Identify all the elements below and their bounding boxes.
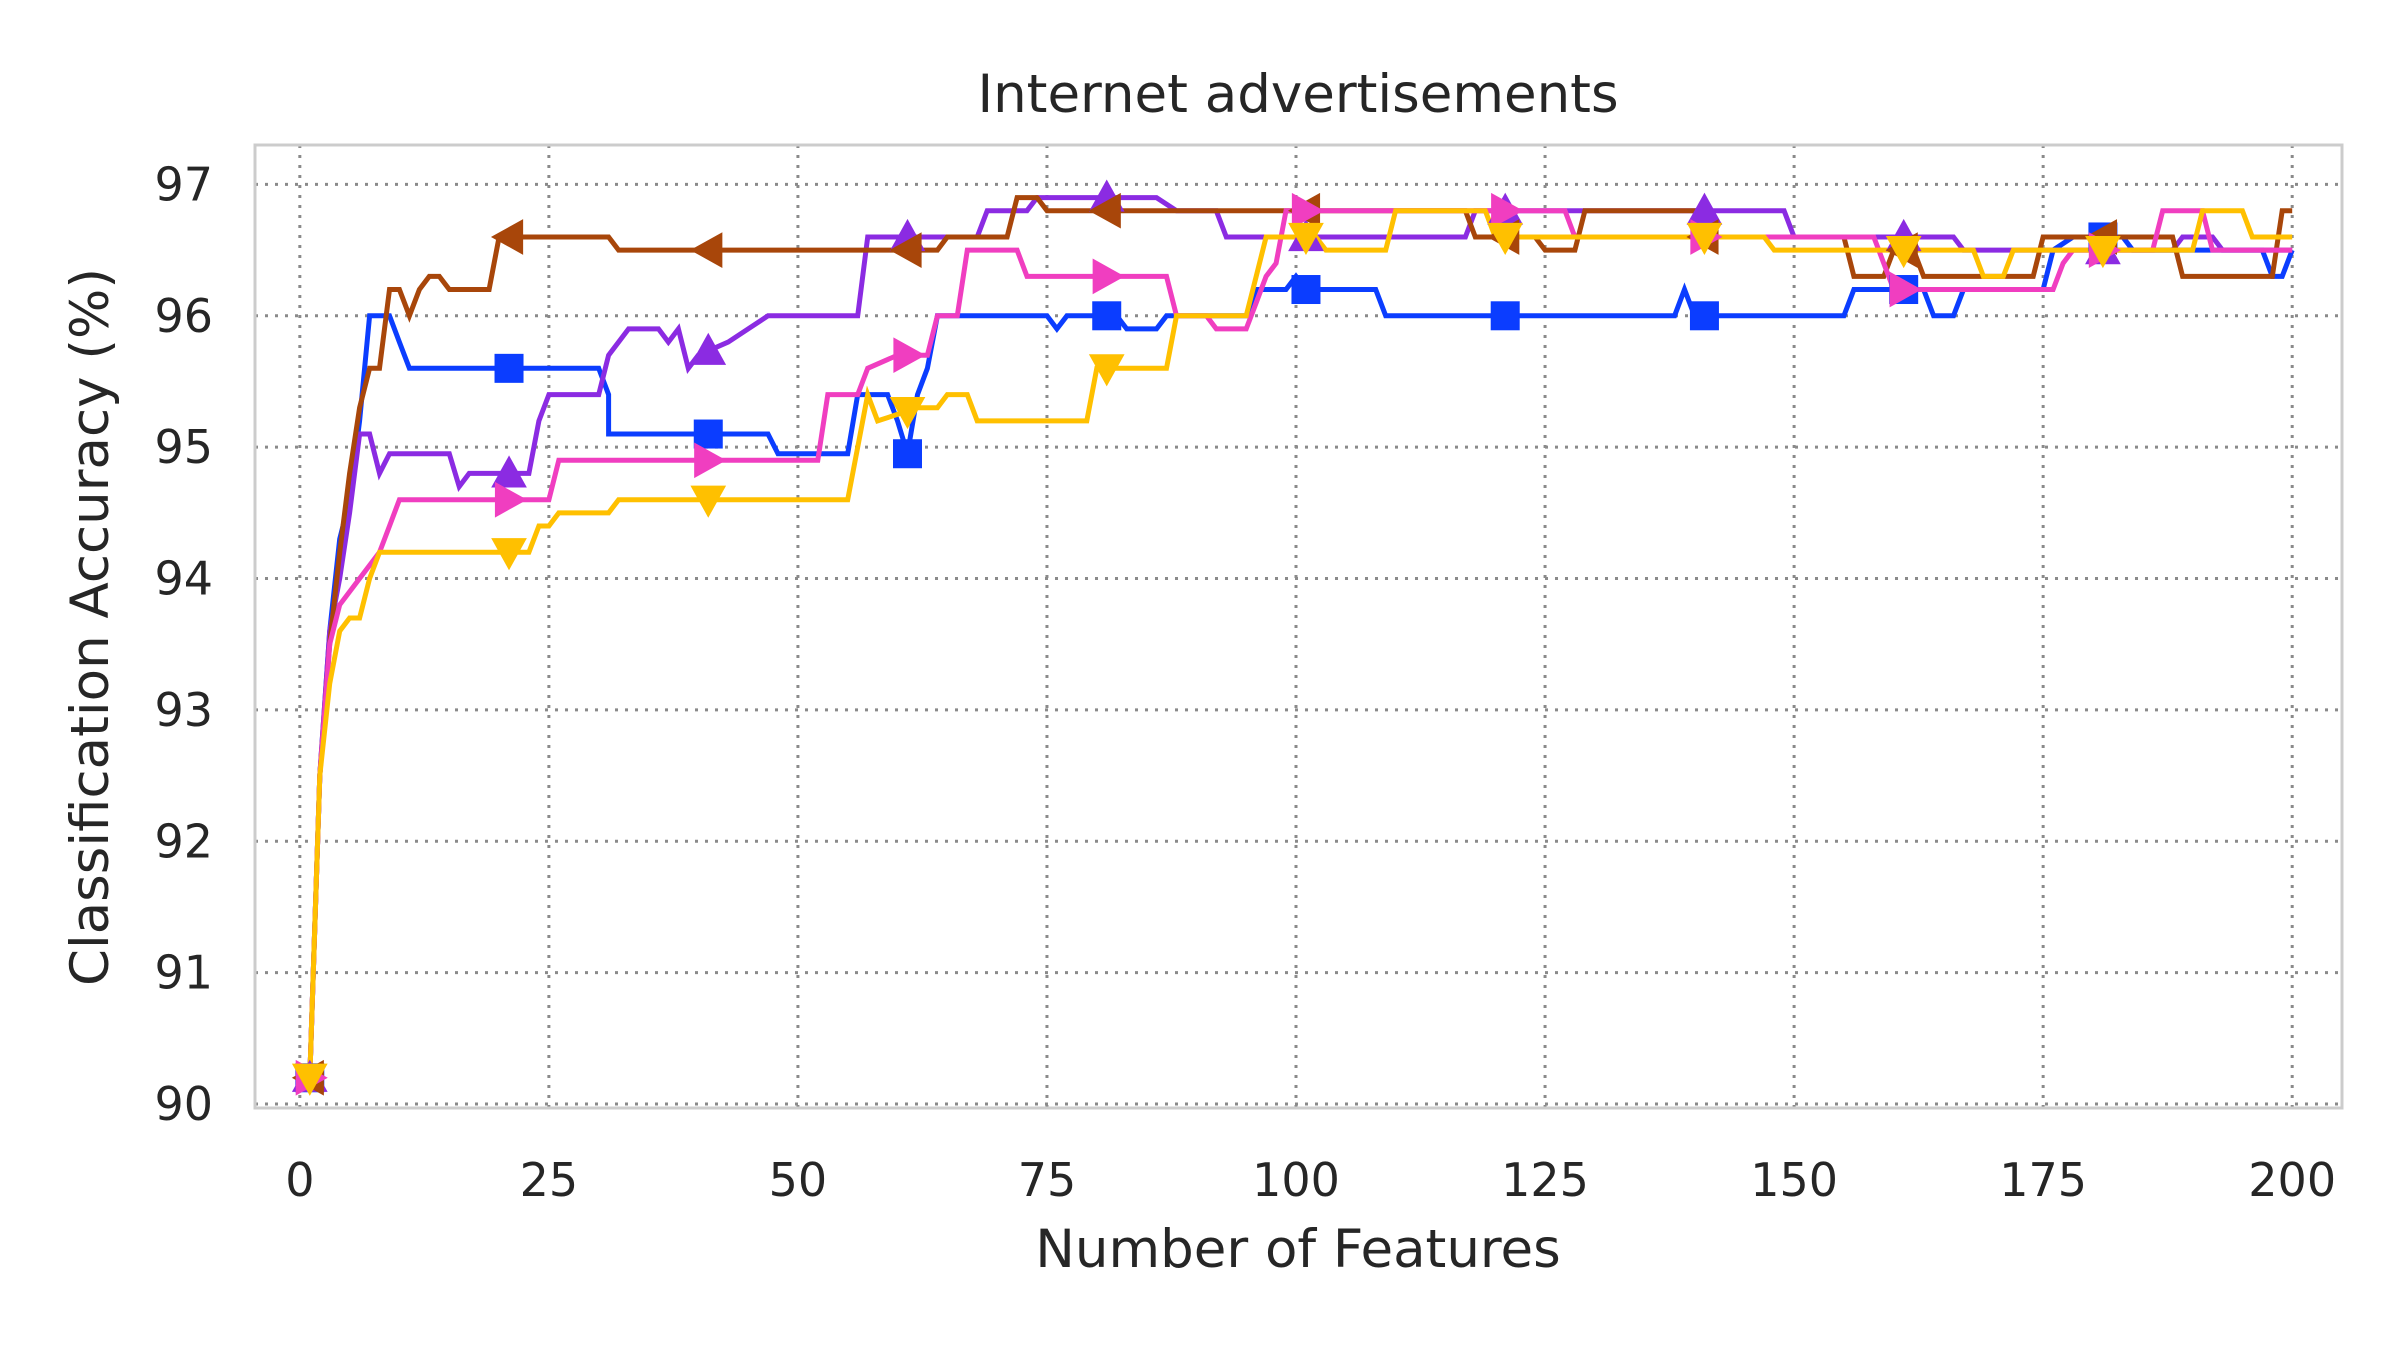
series-4-marker [1686, 222, 1723, 255]
series-1-marker [690, 332, 727, 365]
y-tick-label: 92 [154, 814, 213, 868]
y-tick-label: 95 [154, 420, 213, 474]
series-2-marker [1088, 192, 1121, 229]
x-axis-ticks: 0 25 50 75 100 125 150 175 200 [285, 1153, 2336, 1207]
series-0-marker [494, 353, 524, 383]
x-tick-label: 75 [1018, 1153, 1077, 1207]
x-tick-label: 200 [2248, 1153, 2336, 1207]
series-4-marker [2085, 236, 2121, 269]
series-3-marker [694, 442, 727, 479]
y-tick-label: 96 [154, 289, 213, 343]
series-3-marker [893, 337, 926, 374]
y-axis-ticks: 90 91 92 93 94 95 96 97 [154, 157, 213, 1131]
x-tick-label: 50 [769, 1153, 828, 1207]
series-4-marker [1885, 236, 1922, 269]
series-0-marker [1291, 275, 1321, 305]
series-3-marker [494, 481, 528, 518]
y-tick-label: 94 [154, 552, 213, 606]
series-4-marker [1487, 222, 1524, 255]
series-1-marker [491, 455, 527, 488]
grid-lines [255, 145, 2342, 1108]
series-3-marker [1889, 271, 1922, 308]
x-tick-label: 0 [285, 1153, 314, 1207]
series-1-line [307, 195, 2293, 1078]
series-2-marker [490, 219, 524, 255]
x-axis-label: Number of Features [1035, 1219, 1561, 1280]
x-tick-label: 150 [1750, 1153, 1838, 1207]
series-4-marker [491, 538, 527, 571]
x-tick-label: 100 [1252, 1153, 1340, 1207]
chart-title: Internet advertisements [977, 64, 1618, 125]
x-tick-label: 125 [1501, 1153, 1589, 1207]
series-4-line [307, 208, 2293, 1078]
series-3-line [307, 208, 2293, 1078]
y-tick-label: 97 [154, 157, 213, 211]
y-tick-label: 93 [154, 683, 213, 737]
y-tick-label: 91 [154, 946, 213, 1000]
series-2-line [307, 195, 2293, 1078]
series-4-marker [1088, 354, 1125, 387]
series-markers [291, 179, 2121, 1096]
series-2-marker [690, 232, 723, 268]
series-0-marker [1092, 301, 1122, 331]
series-0-marker [892, 439, 922, 469]
series-4-marker [291, 1063, 328, 1096]
series-4-marker [889, 396, 926, 430]
series-4-marker [1288, 222, 1324, 255]
series-0-marker [1689, 301, 1719, 331]
y-tick-label: 90 [154, 1077, 213, 1131]
series-0-marker [1490, 301, 1520, 331]
series-lines [307, 195, 2295, 1078]
y-axis-label: Classification Accuracy (%) [60, 268, 121, 986]
x-tick-label: 25 [520, 1153, 579, 1207]
series-2-marker [889, 232, 922, 268]
x-tick-label: 175 [1999, 1153, 2087, 1207]
series-3-marker [1491, 192, 1524, 229]
series-0-marker [693, 419, 723, 449]
series-3-marker [1291, 192, 1325, 229]
plot-frame [253, 143, 2344, 1110]
series-3-marker [1092, 258, 1125, 295]
series-4-marker [690, 485, 727, 518]
